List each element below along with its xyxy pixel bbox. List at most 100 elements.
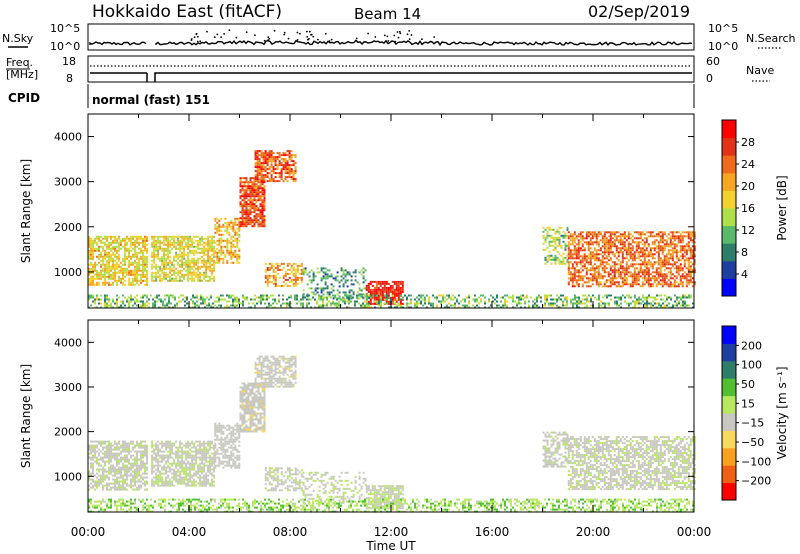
data-cell xyxy=(306,298,308,301)
data-cell xyxy=(659,273,662,276)
data-cell xyxy=(657,231,660,234)
data-cell xyxy=(322,271,325,274)
data-cell xyxy=(98,448,100,451)
data-cell xyxy=(197,251,200,254)
data-cell xyxy=(575,281,578,284)
data-cell xyxy=(230,221,233,224)
data-cell xyxy=(144,279,146,282)
data-cell xyxy=(100,440,102,443)
data-cell xyxy=(665,243,668,246)
data-cell xyxy=(591,231,594,234)
data-cell xyxy=(226,221,229,224)
data-cell xyxy=(268,156,271,159)
data-cell xyxy=(619,239,622,242)
data-cell xyxy=(263,193,266,196)
data-cell xyxy=(247,185,250,188)
data-cell xyxy=(108,442,110,445)
data-cell xyxy=(88,476,90,479)
data-cell xyxy=(621,255,624,258)
data-cell xyxy=(118,472,120,475)
data-cell xyxy=(253,215,256,218)
data-cell xyxy=(316,291,319,294)
data-cell xyxy=(262,178,265,181)
data-cell xyxy=(619,267,622,270)
data-cell xyxy=(637,263,640,266)
data-cell xyxy=(210,304,212,307)
freq-tick-high: 18 xyxy=(62,55,76,68)
data-cell xyxy=(204,302,206,305)
data-cell xyxy=(577,235,580,238)
data-cell xyxy=(336,302,338,305)
data-cell xyxy=(576,304,578,307)
data-cell xyxy=(136,273,138,276)
data-cell xyxy=(92,450,94,453)
data-cell xyxy=(385,280,388,283)
data-cell xyxy=(603,241,606,244)
data-cell xyxy=(661,249,664,252)
data-cell xyxy=(239,189,242,192)
data-cell xyxy=(669,237,672,240)
data-cell xyxy=(100,277,102,280)
data-cell xyxy=(167,273,170,276)
data-cell xyxy=(108,253,110,256)
data-cell xyxy=(558,262,561,265)
data-cell xyxy=(258,300,260,303)
data-cell xyxy=(226,223,229,226)
data-cell xyxy=(222,245,225,248)
nsearch-point xyxy=(396,31,399,33)
data-cell xyxy=(558,240,561,243)
data-cell xyxy=(613,283,616,286)
data-cell xyxy=(162,302,164,305)
data-cell xyxy=(532,304,534,307)
data-cell xyxy=(124,478,126,481)
data-cell xyxy=(646,296,648,299)
data-cell xyxy=(211,269,214,272)
data-cell xyxy=(342,298,344,301)
data-cell xyxy=(239,195,242,198)
data-cell xyxy=(554,262,557,265)
data-cell xyxy=(512,296,514,299)
data-cell xyxy=(88,444,90,447)
data-cell xyxy=(108,251,110,254)
data-cell xyxy=(675,257,678,260)
data-cell xyxy=(104,279,106,282)
data-cell xyxy=(579,261,582,264)
data-cell xyxy=(675,235,678,238)
data-cell xyxy=(98,275,100,278)
data-cell xyxy=(239,181,242,184)
data-cell xyxy=(108,470,110,473)
data-cell xyxy=(272,270,275,273)
data-cell xyxy=(292,266,295,269)
data-cell xyxy=(504,298,506,301)
data-cell xyxy=(484,302,486,305)
nsearch-point xyxy=(312,35,315,38)
data-cell xyxy=(197,269,200,272)
data-cell xyxy=(564,246,567,249)
data-cell xyxy=(159,279,162,282)
data-cell xyxy=(615,237,618,240)
data-cell xyxy=(369,290,372,293)
data-cell xyxy=(134,464,136,467)
data-cell xyxy=(253,193,256,196)
data-cell xyxy=(200,296,202,299)
data-cell xyxy=(582,294,584,297)
data-cell xyxy=(476,298,478,301)
data-cell xyxy=(645,239,648,242)
data-cell xyxy=(577,253,580,256)
data-cell xyxy=(218,249,221,252)
data-cell xyxy=(460,300,462,303)
data-cell xyxy=(613,231,616,234)
data-cell xyxy=(591,267,594,270)
data-cell xyxy=(253,223,256,226)
nsearch-point xyxy=(386,35,389,38)
data-cell xyxy=(116,486,118,489)
data-cell xyxy=(276,168,279,171)
data-cell xyxy=(290,176,293,179)
data-cell xyxy=(605,263,608,266)
data-cell xyxy=(122,458,124,461)
data-cell xyxy=(157,255,160,258)
data-cell xyxy=(234,245,237,248)
data-cell xyxy=(189,269,192,272)
data-cell xyxy=(362,275,365,278)
data-cell xyxy=(116,458,118,461)
